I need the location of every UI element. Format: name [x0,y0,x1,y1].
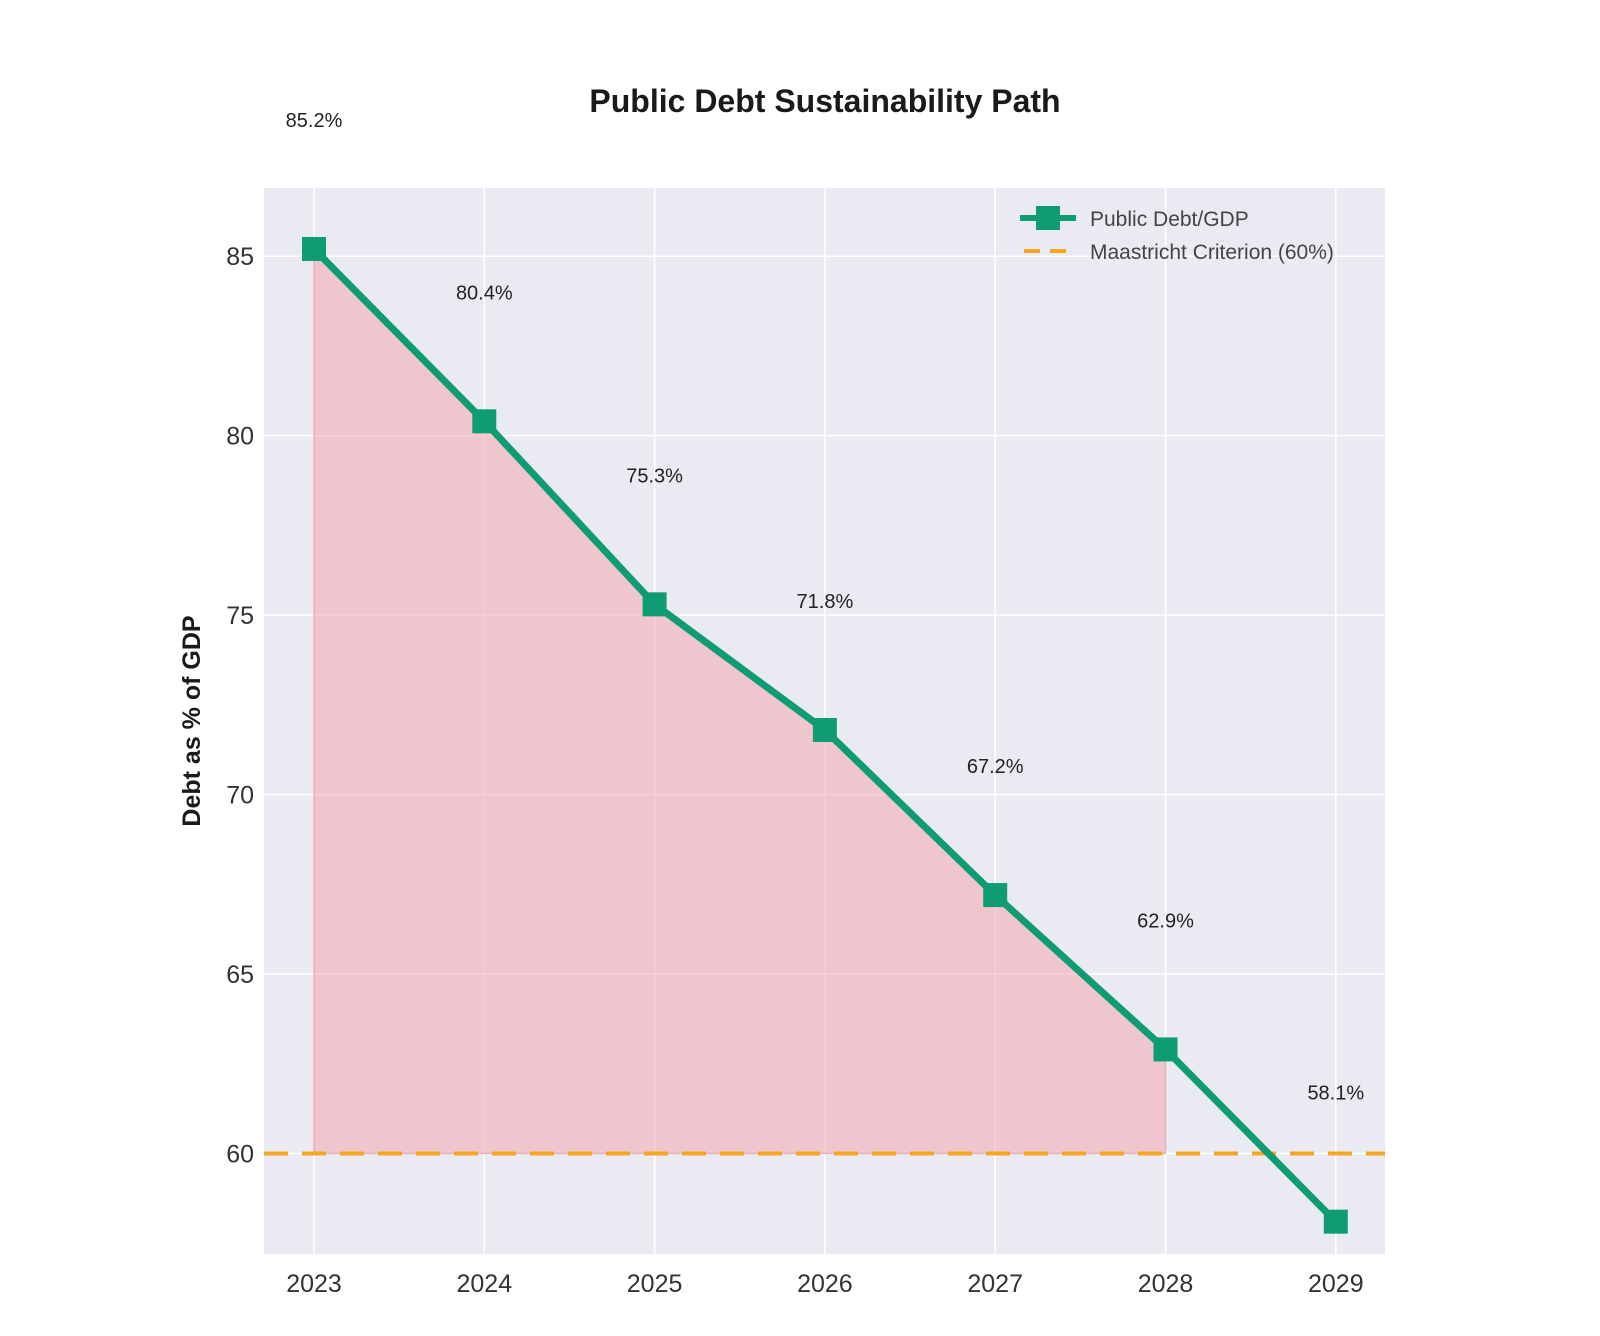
y-axis-label: Debt as % of GDP [178,615,206,826]
x-axis-ticks: 2023 2024 2025 2026 2027 2028 2029 [286,1270,1363,1298]
y-tick-label: 85 [226,243,254,271]
chart-title: Public Debt Sustainability Path [589,83,1060,119]
x-tick-label: 2028 [1138,1270,1194,1298]
data-label: 80.4% [456,282,513,304]
debt-point-marker [642,592,667,617]
debt-point-marker [302,237,326,262]
data-labels: 85.2% 80.4% 75.3% 71.8% 67.2% 62.9% 58.1% [286,110,1365,1105]
x-tick-label: 2026 [797,1270,853,1298]
y-axis-ticks: 60 65 70 75 80 85 [226,243,254,1168]
debt-point-marker [1323,1209,1348,1234]
data-label: 71.8% [797,591,854,613]
data-label: 85.2% [286,110,343,132]
series-group [302,237,1348,1234]
data-label: 75.3% [626,465,683,487]
legend-series-marker [1036,206,1060,230]
x-tick-label: 2024 [456,1270,512,1298]
debt-point-marker [1153,1037,1178,1062]
debt-point-marker [472,409,497,434]
y-tick-label: 70 [226,782,254,810]
x-tick-label: 2029 [1308,1270,1364,1298]
data-label: 58.1% [1307,1083,1364,1105]
data-label: 67.2% [967,756,1024,778]
debt-point-marker [812,717,837,742]
debt-point-marker [983,883,1008,908]
legend-series-label: Public Debt/GDP [1090,208,1249,231]
y-tick-label: 75 [226,602,254,630]
y-tick-label: 60 [226,1141,254,1169]
x-tick-label: 2027 [967,1270,1023,1298]
y-tick-label: 65 [226,961,254,989]
legend-reference-label: Maastricht Criterion (60%) [1090,241,1334,264]
y-tick-label: 80 [226,423,254,451]
data-label: 62.9% [1137,910,1194,932]
x-tick-label: 2025 [627,1270,683,1298]
x-tick-label: 2023 [286,1270,342,1298]
legend: Public Debt/GDP Maastricht Criterion (60… [1020,206,1334,264]
